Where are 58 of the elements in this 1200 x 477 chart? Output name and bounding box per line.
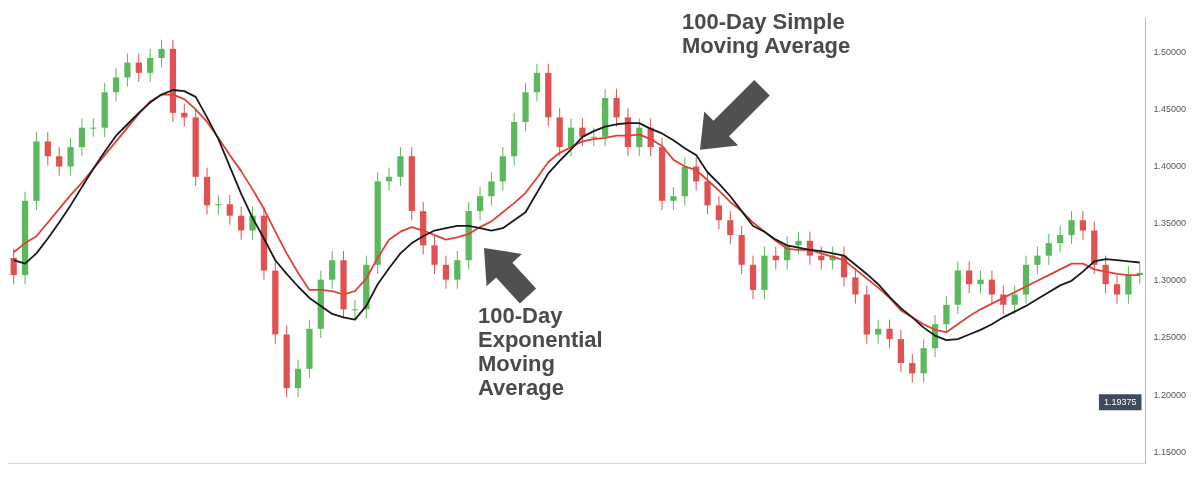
candlestick xyxy=(294,359,302,398)
candlestick xyxy=(112,67,120,102)
y-tick-label: 1.45000 xyxy=(1153,103,1187,114)
candlestick xyxy=(613,88,620,128)
candlestick xyxy=(909,353,916,383)
candlestick xyxy=(1011,284,1018,315)
y-tick-label: 1.50000 xyxy=(1153,46,1187,57)
candlestick xyxy=(454,250,461,290)
candlestick xyxy=(135,52,142,83)
candlestick xyxy=(1125,265,1132,305)
candlestick xyxy=(78,118,86,157)
candlestick xyxy=(715,195,723,230)
candlestick xyxy=(1113,274,1121,305)
annotation: 1.19375 xyxy=(1103,396,1137,407)
candlestick xyxy=(727,210,734,245)
candlestick xyxy=(431,235,438,275)
candlestick xyxy=(329,250,336,290)
candlestick xyxy=(966,260,973,294)
candlestick xyxy=(238,206,245,241)
annotation: 100-Day Simple Moving Average xyxy=(682,9,851,59)
candlestick xyxy=(590,127,597,147)
candlestick xyxy=(488,171,495,206)
annotation: 100-Day Exponential Moving Average xyxy=(478,303,603,401)
candlestick xyxy=(886,319,893,349)
candlestick xyxy=(1079,210,1087,241)
candlestick xyxy=(397,146,404,187)
candlestick xyxy=(56,146,63,177)
candlestick xyxy=(1034,246,1041,275)
candlestick xyxy=(897,329,905,373)
y-tick-label: 1.40000 xyxy=(1153,161,1187,172)
candlestick xyxy=(442,255,450,290)
candlestick xyxy=(579,118,586,147)
y-tick-label: 1.20000 xyxy=(1153,389,1187,400)
candlestick xyxy=(795,231,802,256)
y-tick-label: 1.25000 xyxy=(1153,332,1187,343)
candlestick xyxy=(1045,233,1052,266)
candlestick xyxy=(670,186,677,211)
candlestick xyxy=(90,118,97,138)
candlestick xyxy=(147,48,154,83)
candlestick xyxy=(158,39,165,68)
candlestick xyxy=(988,270,996,305)
candlestick xyxy=(533,63,541,102)
candlestick xyxy=(67,137,74,177)
candlestick xyxy=(44,131,51,166)
candlestick xyxy=(215,194,222,216)
candlestick xyxy=(10,248,17,285)
candlestick xyxy=(1068,210,1075,245)
candlestick xyxy=(943,295,950,334)
candlestick xyxy=(476,186,484,221)
candlestick xyxy=(1057,225,1064,253)
candlestick xyxy=(124,52,131,88)
y-tick-label: 1.30000 xyxy=(1153,275,1187,286)
candlestick xyxy=(351,299,359,319)
candlestick xyxy=(977,270,984,294)
candlestick xyxy=(704,171,711,216)
candlestick xyxy=(226,194,233,226)
y-tick-label: 1.15000 xyxy=(1153,446,1187,457)
y-tick-label: 1.35000 xyxy=(1153,218,1187,229)
